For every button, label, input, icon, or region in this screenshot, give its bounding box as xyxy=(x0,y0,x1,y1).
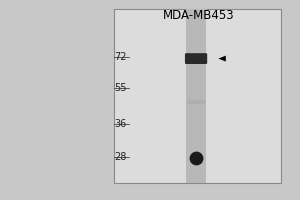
FancyBboxPatch shape xyxy=(187,100,205,104)
Text: 36: 36 xyxy=(114,119,126,129)
Polygon shape xyxy=(218,56,226,62)
Text: 72: 72 xyxy=(114,52,126,62)
Point xyxy=(194,157,199,160)
FancyBboxPatch shape xyxy=(186,9,206,183)
Text: 28: 28 xyxy=(114,152,126,162)
Text: 55: 55 xyxy=(114,83,126,93)
FancyBboxPatch shape xyxy=(114,9,281,183)
Text: MDA-MB453: MDA-MB453 xyxy=(163,9,235,22)
FancyBboxPatch shape xyxy=(185,53,207,64)
